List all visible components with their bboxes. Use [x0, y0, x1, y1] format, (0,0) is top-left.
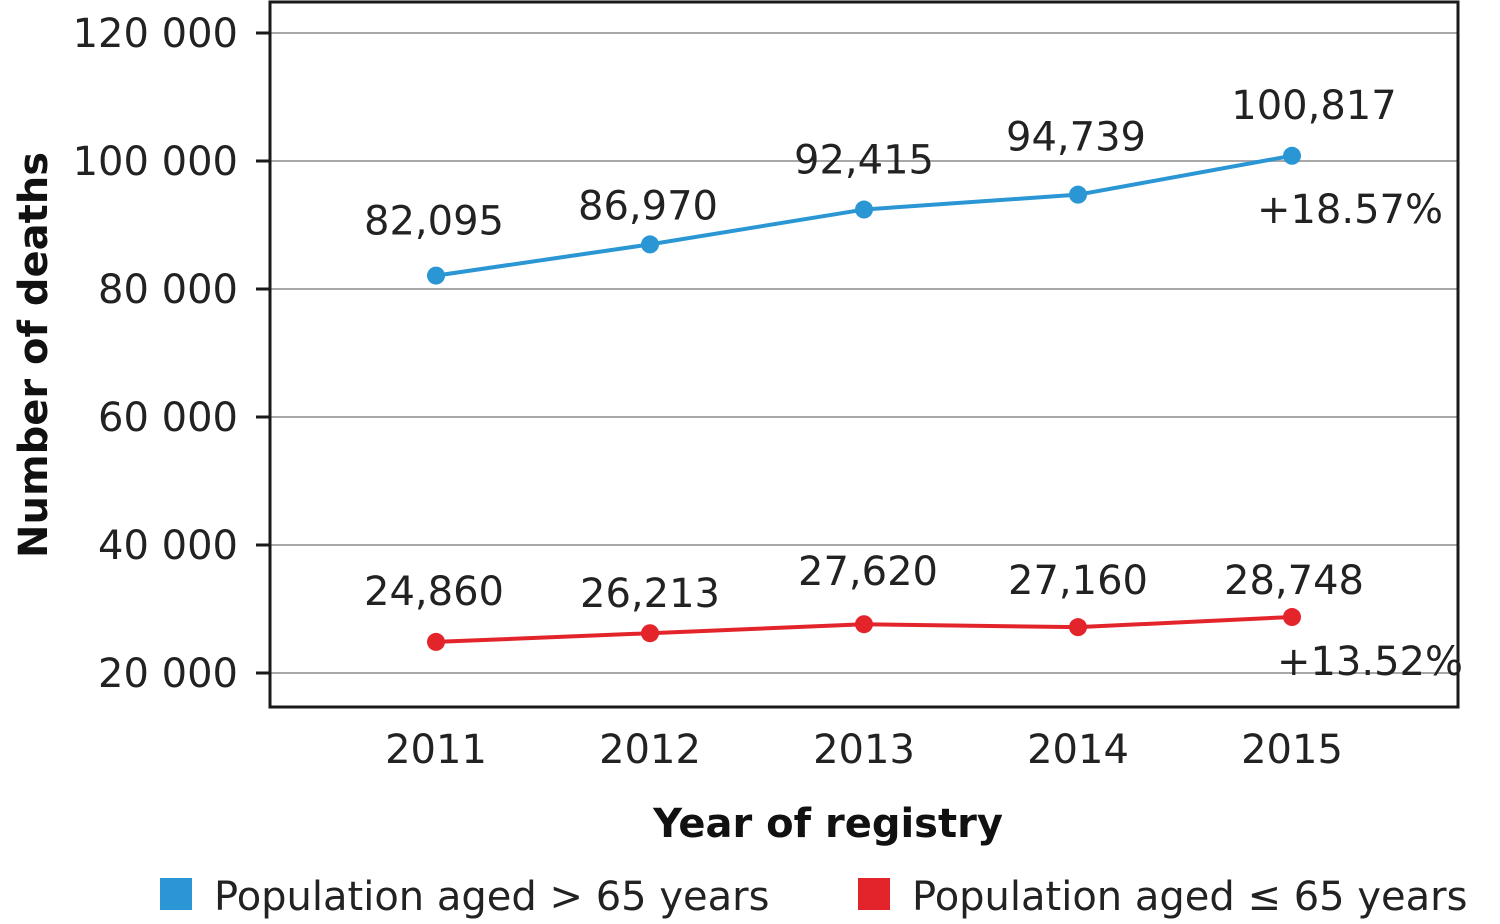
data-label-over-65-2012: 86,970: [578, 183, 718, 229]
data-label-over-65-2015: 100,817: [1231, 83, 1396, 129]
x-tick-label-2011: 2011: [385, 727, 487, 773]
data-label-up-to-65-2012: 26,213: [580, 571, 720, 617]
data-point-up-to-65-2012: [641, 624, 659, 643]
change-label-up-to-65: +13.52%: [1277, 639, 1463, 685]
data-point-over-65-2014: [1069, 185, 1087, 204]
legend-swatch-over-65: [160, 878, 192, 910]
y-tick-label-60000: 60 000: [98, 395, 238, 441]
data-point-over-65-2013: [855, 200, 873, 219]
y-tick-label-80000: 80 000: [98, 267, 238, 313]
y-tick-label-20000: 20 000: [98, 651, 238, 697]
series-over-65: 82,095 86,970 92,415 94,739 100,817 +18.57%: [364, 83, 1443, 285]
data-point-up-to-65-2014: [1069, 618, 1087, 637]
data-point-up-to-65-2013: [855, 615, 873, 634]
legend-swatch-up-to-65: [858, 878, 890, 910]
data-label-over-65-2013: 92,415: [794, 138, 934, 184]
data-point-over-65-2015: [1283, 146, 1301, 165]
data-point-over-65-2011: [427, 266, 445, 285]
y-tick-label-120000: 120 000: [73, 11, 238, 57]
gridlines: [270, 32, 1458, 674]
change-label-over-65: +18.57%: [1257, 187, 1443, 233]
data-label-up-to-65-2014: 27,160: [1008, 558, 1148, 604]
legend-label-up-to-65: Population aged ≤ 65 years: [912, 874, 1467, 920]
y-axis-title: Number of deaths: [11, 152, 57, 558]
data-label-up-to-65-2011: 24,860: [364, 569, 504, 615]
data-label-up-to-65-2015: 28,748: [1224, 558, 1364, 604]
y-tick-label-100000: 100 000: [73, 139, 238, 185]
series: 82,095 86,970 92,415 94,739 100,817 +18.57% 24…: [364, 83, 1463, 685]
data-point-up-to-65-2015: [1283, 608, 1301, 627]
y-axis: 20 000 40 000 60 000 80 000 100 000 120 000: [73, 11, 270, 697]
x-tick-label-2013: 2013: [813, 727, 915, 773]
x-tick-label-2014: 2014: [1027, 727, 1129, 773]
x-axis: 2011 2012 2013 2014 2015: [385, 727, 1343, 773]
data-label-over-65-2014: 94,739: [1006, 115, 1146, 161]
x-axis-title: Year of registry: [652, 801, 1003, 847]
legend-label-over-65: Population aged > 65 years: [214, 874, 769, 920]
data-point-up-to-65-2011: [427, 632, 445, 651]
x-tick-label-2012: 2012: [599, 727, 701, 773]
data-label-over-65-2011: 82,095: [364, 199, 504, 245]
plot-area-frame: [268, 0, 1460, 709]
y-tick-label-40000: 40 000: [98, 523, 238, 569]
legend: Population aged > 65 years Population ag…: [160, 874, 1467, 920]
data-label-up-to-65-2013: 27,620: [798, 549, 938, 595]
series-up-to-65: 24,860 26,213 27,620 27,160 28,748 +13.52%: [364, 549, 1463, 685]
x-tick-label-2015: 2015: [1241, 727, 1343, 773]
data-point-over-65-2012: [641, 235, 659, 254]
